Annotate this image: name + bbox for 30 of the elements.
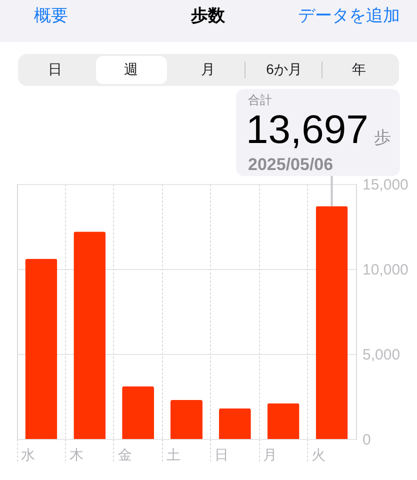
x-tick-label: 木 <box>69 446 84 462</box>
x-tick-label: 火 <box>312 446 326 462</box>
text: 概要 <box>34 6 68 25</box>
text: 年 <box>352 61 366 77</box>
x-tick-label: 月 <box>263 446 278 462</box>
bar <box>316 206 348 439</box>
bar <box>25 258 58 439</box>
text: 週 <box>124 61 138 77</box>
bar <box>122 386 154 439</box>
bar <box>267 403 300 439</box>
text: 日 <box>48 61 62 77</box>
bar <box>218 408 251 439</box>
x-tick-label: 金 <box>118 446 132 462</box>
chart-title: 歩数 <box>190 6 226 25</box>
text: 歩 <box>374 128 391 147</box>
y-tick-label: 5,000 <box>362 346 400 364</box>
text: 月 <box>201 61 215 77</box>
bar <box>74 232 106 439</box>
y-tick-label: 15,000 <box>362 176 408 194</box>
y-tick-label: 0 <box>362 432 371 448</box>
x-tick-label: 土 <box>166 446 180 462</box>
x-tick-label: 日 <box>214 446 229 462</box>
bar <box>170 400 202 439</box>
x-tick-label: 水 <box>21 446 35 462</box>
text: データを追加 <box>298 6 400 25</box>
text: 6か月 <box>266 61 302 77</box>
y-tick-label: 10,000 <box>362 262 408 278</box>
text: 合計 <box>248 93 272 107</box>
annotation: 13,697 <box>246 108 368 152</box>
annotation: 2025/05/06 <box>248 155 334 174</box>
